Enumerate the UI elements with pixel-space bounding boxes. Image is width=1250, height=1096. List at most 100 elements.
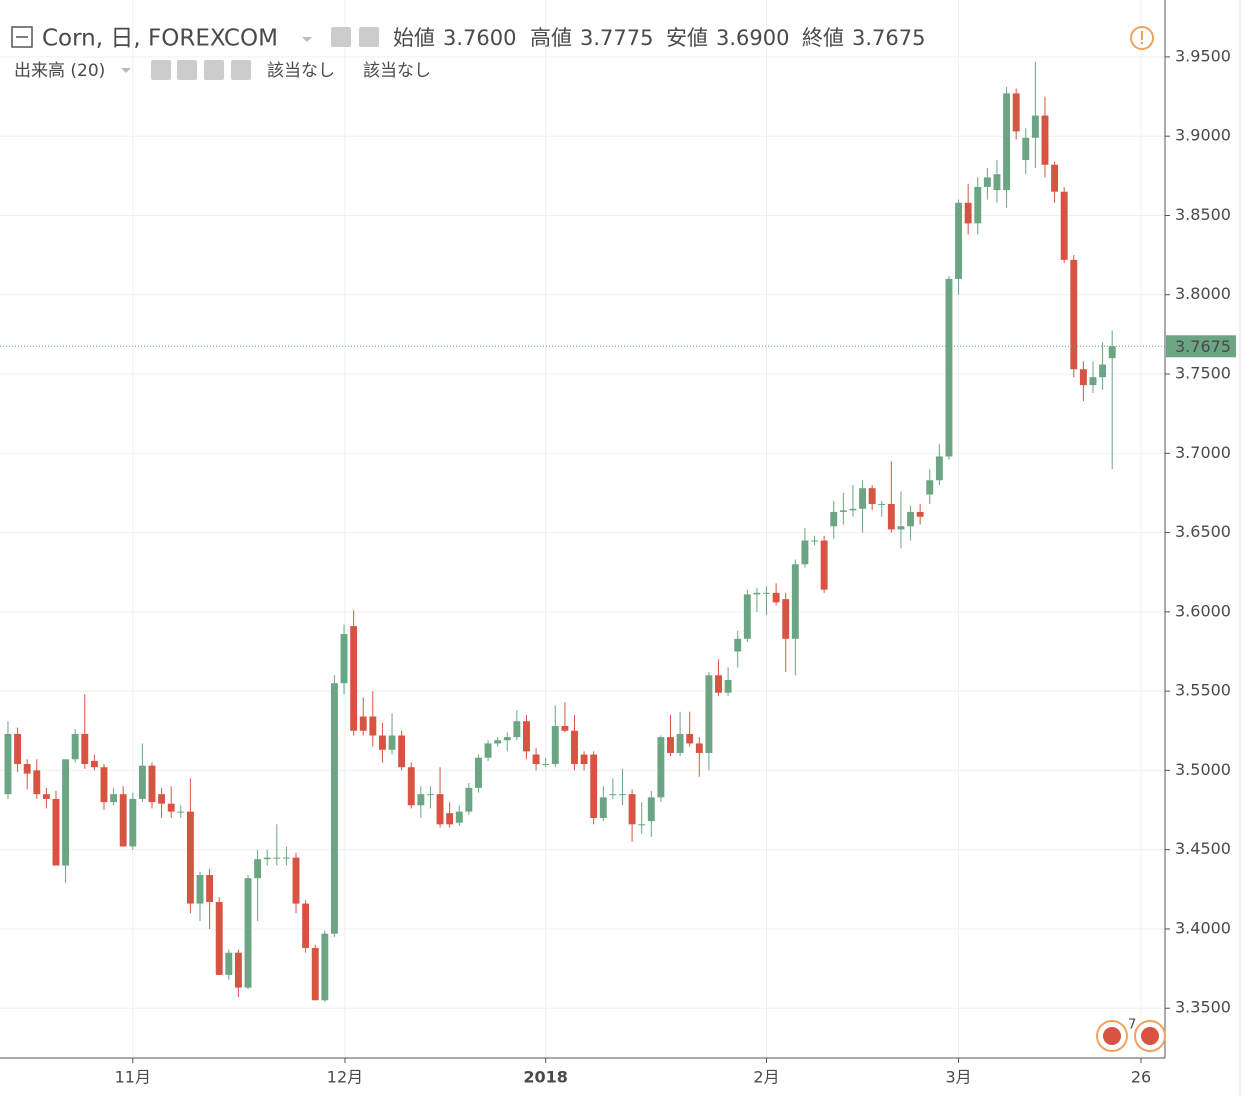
plus-icon[interactable]	[204, 60, 224, 80]
candle-body	[14, 733, 22, 765]
candle-body	[359, 716, 367, 731]
candle-body	[734, 638, 742, 652]
ohlc-label: 終値	[802, 26, 844, 50]
candle-body	[513, 721, 521, 738]
candle-body	[186, 811, 194, 904]
labels: 始値 3.7600 高値 3.7775 安値 3.6900 終値 3.7675 該当なし 該当なし…	[115, 26, 1236, 1087]
grid	[0, 0, 1170, 1063]
candle-body	[763, 592, 770, 594]
candle-body	[455, 811, 463, 823]
ohlc-value: 3.7600	[443, 26, 516, 50]
candle-body	[33, 770, 41, 795]
candle-body	[225, 952, 233, 975]
symbol-title: Corn, 日, FOREXCOM	[42, 26, 278, 52]
candle-body	[42, 794, 50, 799]
candle-body	[302, 903, 310, 948]
candle-body	[1070, 259, 1078, 370]
gear-icon[interactable]	[177, 60, 197, 80]
candle-body	[609, 794, 617, 796]
candle-body	[138, 765, 146, 799]
x-tick-label: 11月	[115, 1068, 151, 1087]
collapse-icon[interactable]	[11, 26, 33, 48]
ohlc-label: 安値	[666, 26, 708, 50]
ohlc-label: 高値	[530, 26, 572, 50]
candle-body	[926, 480, 934, 495]
x-tick-label: 3月	[945, 1068, 971, 1087]
candle-body	[475, 757, 482, 788]
candle-body	[571, 730, 578, 765]
candle-body	[71, 733, 79, 760]
candle-body	[1099, 364, 1107, 378]
candle-body	[417, 794, 425, 806]
candle-body	[667, 737, 674, 753]
candle-body	[282, 857, 290, 859]
candle-body	[878, 504, 886, 506]
candle-body	[311, 947, 319, 1001]
candle-body	[897, 526, 905, 530]
candle-body	[638, 824, 646, 826]
volume-label: 出来高 (20)	[14, 61, 105, 81]
candle-body	[849, 508, 857, 511]
dropdown-arrow[interactable]	[121, 68, 131, 73]
candle-body	[772, 592, 780, 603]
candle-body	[820, 540, 828, 590]
candle-body	[628, 794, 636, 825]
candle-body	[62, 759, 70, 866]
ohlc-value: 3.6900	[716, 26, 789, 50]
candle-body	[801, 540, 809, 565]
candle-body	[503, 737, 511, 741]
candle-body	[686, 733, 694, 744]
last-price-tag	[1166, 335, 1236, 358]
candle-body	[580, 754, 588, 765]
candle-body	[945, 278, 953, 457]
ohlc-value: 3.7675	[852, 26, 925, 50]
candle-body	[724, 680, 732, 693]
x-tick-label: 26	[1131, 1068, 1151, 1087]
candle-body	[81, 733, 89, 765]
candle-body	[551, 725, 559, 765]
candle-body	[292, 857, 300, 904]
candle-body	[206, 875, 214, 902]
candle-body	[955, 202, 963, 279]
candle-body	[782, 599, 790, 639]
eye-icon[interactable]	[151, 60, 171, 80]
warning-icon[interactable]	[1130, 26, 1154, 50]
candle-body	[167, 803, 175, 812]
candle-body	[743, 594, 751, 639]
warning-mark	[1141, 31, 1143, 40]
candle-body	[1031, 115, 1039, 138]
eye-icon[interactable]	[331, 27, 351, 47]
candle-body	[196, 875, 204, 904]
y-tick-label: 3.7000	[1175, 443, 1231, 462]
candle-body	[234, 952, 242, 988]
close-icon[interactable]	[231, 60, 251, 80]
event-count: 7	[1128, 1018, 1136, 1033]
candle-body	[839, 510, 847, 512]
y-tick-label: 3.8000	[1175, 284, 1231, 303]
candle-body	[1051, 164, 1059, 192]
candle-body	[907, 511, 915, 527]
y-tick-label: 3.9500	[1175, 46, 1231, 65]
candle-body	[935, 456, 943, 481]
candle-body	[398, 735, 406, 768]
candle-body	[1012, 93, 1020, 132]
candle-body	[465, 787, 473, 812]
candle-body	[859, 488, 866, 509]
candle-body	[446, 813, 454, 825]
y-tick-label: 3.8500	[1175, 205, 1231, 224]
candle-body	[90, 760, 98, 768]
candle-body	[983, 177, 991, 187]
candle-body	[110, 794, 118, 803]
candle-body	[1060, 191, 1068, 260]
candle-body	[1089, 377, 1097, 386]
dropdown-arrow[interactable]	[302, 37, 312, 42]
candle-body	[244, 878, 252, 988]
candle-body	[887, 504, 895, 530]
candle-body	[321, 933, 329, 1001]
candle-body	[388, 735, 396, 750]
candle-body	[436, 794, 444, 825]
gear-icon[interactable]	[359, 27, 379, 47]
candle-body	[657, 737, 665, 798]
